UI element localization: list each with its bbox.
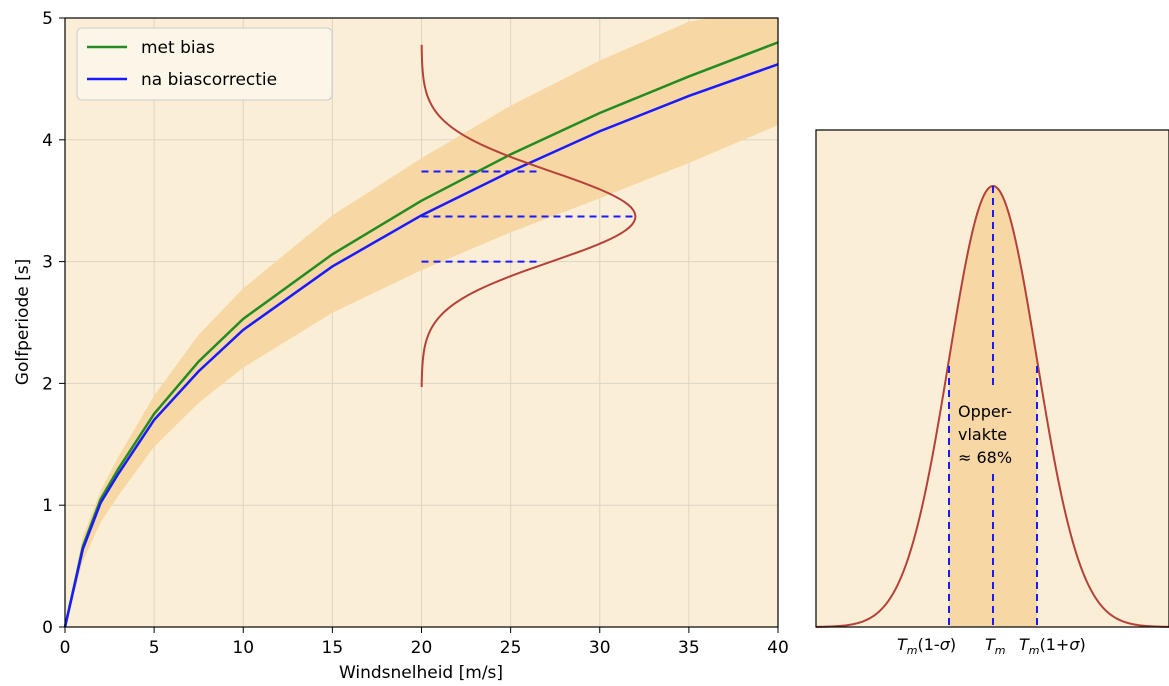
y-tick-label: 5 bbox=[42, 9, 53, 29]
series-line-na-biascorrectie bbox=[63, 63, 779, 628]
annotation-line-3: ≈ 68% bbox=[958, 448, 1012, 467]
y-tick-label: 3 bbox=[42, 253, 53, 273]
legend-label-na-biascorrectie: na biascorrectie bbox=[141, 70, 277, 90]
x-tick-label: 15 bbox=[322, 638, 344, 658]
x-tick-label: 20 bbox=[411, 638, 433, 658]
x-axis-label: Windsnelheid [m/s] bbox=[339, 663, 503, 683]
y-tick-label: 1 bbox=[42, 496, 53, 516]
right-plot-frame bbox=[815, 129, 1169, 628]
series-line-met-bias bbox=[63, 41, 779, 628]
y-tick-label: 4 bbox=[42, 131, 53, 151]
legend-box bbox=[76, 27, 333, 101]
tick-label-tm-plus-sigma: Tm(1+σ) bbox=[1019, 635, 1086, 657]
x-tick-label: 0 bbox=[60, 638, 71, 658]
legend: met bias na biascorrectie bbox=[76, 27, 333, 101]
tick-label-tm-minus-sigma: Tm(1-σ) bbox=[897, 635, 956, 657]
annotation-line-2: vlakte bbox=[958, 425, 1007, 444]
x-tick-label: 5 bbox=[149, 638, 160, 658]
distribution-curve bbox=[420, 44, 637, 388]
x-tick-label: 30 bbox=[589, 638, 611, 658]
left-chart: 0 5 10 15 20 25 30 35 40 0 1 2 3 4 5 met bias na biasc… bbox=[13, 9, 789, 683]
shaded-area-68 bbox=[949, 186, 1037, 627]
x-tick-label: 40 bbox=[767, 638, 789, 658]
y-tick-label: 0 bbox=[42, 618, 53, 638]
y-tick-label: 2 bbox=[42, 374, 53, 394]
x-tick-label: 35 bbox=[678, 638, 700, 658]
legend-label-met-bias: met bias bbox=[141, 38, 215, 58]
uncertainty-band bbox=[65, 18, 778, 627]
x-tick-label: 10 bbox=[232, 638, 254, 658]
x-tick-label: 25 bbox=[500, 638, 522, 658]
left-axis-ticks: 0 5 10 15 20 25 30 35 40 0 1 2 3 4 5 bbox=[42, 9, 789, 658]
reference-lines bbox=[421, 170, 636, 263]
y-axis-label: Golfperiode [s] bbox=[13, 259, 33, 385]
annotation-line-1: Opper- bbox=[958, 402, 1012, 421]
right-chart: Opper- vlakte ≈ 68% Tm(1-σ) Tm Tm(1+σ) bbox=[815, 129, 1169, 657]
tick-label-tm: Tm bbox=[985, 635, 1006, 657]
